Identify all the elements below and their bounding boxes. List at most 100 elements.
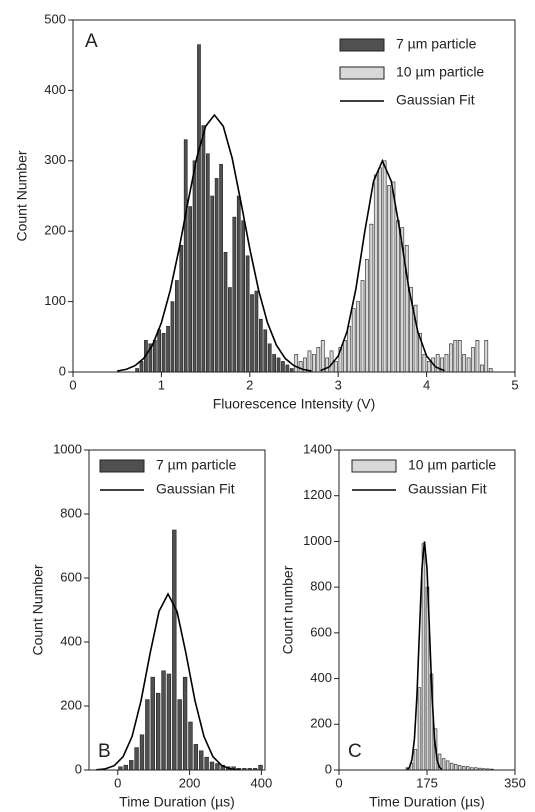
histogram-bar [179, 244, 184, 373]
histogram-bar [236, 195, 241, 373]
histogram-bar [325, 357, 329, 373]
histogram-bar [422, 354, 427, 373]
y-axis-label: Count Number [14, 150, 30, 241]
x-axis-label: Time Duration (µs) [119, 794, 235, 810]
legend-label: 7 µm particle [396, 36, 477, 52]
histogram-bar [329, 350, 334, 373]
histogram-bar [177, 699, 182, 771]
x-tick-label: 0 [69, 377, 76, 392]
histogram-bar [139, 361, 144, 373]
y-tick-label: 600 [60, 569, 82, 584]
fit-line [96, 592, 240, 771]
x-tick-label: 0 [335, 775, 342, 790]
y-tick-label: 300 [44, 152, 66, 167]
x-tick-label: 5 [511, 377, 518, 392]
x-tick-label: 200 [179, 775, 201, 790]
panel: 0 200 400 600 800 1000 1200 1400 0 175 350 Time Dur… [280, 441, 526, 809]
histogram-bar [157, 329, 162, 373]
histogram-bar [170, 301, 175, 373]
histogram-bar [259, 318, 263, 373]
histogram-bar [199, 750, 204, 771]
legend-label: Gaussian Fit [408, 481, 487, 497]
histogram-bar [480, 364, 484, 373]
histogram-bar [245, 255, 250, 373]
histogram-bar [166, 673, 172, 771]
histogram-bar [193, 744, 199, 771]
y-tick-label: 1400 [303, 441, 332, 456]
y-tick-label: 400 [60, 633, 82, 648]
histogram-bar [254, 290, 259, 373]
y-tick-label: 800 [60, 505, 82, 520]
histogram-bar [172, 529, 177, 771]
histogram-bar [360, 280, 365, 373]
histogram-bar [365, 259, 369, 373]
histogram-bar [152, 340, 157, 373]
histogram-bar [197, 44, 201, 373]
histogram-bar [453, 763, 458, 771]
histogram-bar [457, 340, 462, 373]
histogram-bar [471, 347, 475, 373]
plot-frame [72, 19, 516, 373]
histogram-bar [457, 765, 462, 771]
x-tick-label: 3 [335, 377, 342, 392]
histogram-bar [445, 760, 450, 771]
y-tick-label: 400 [44, 82, 66, 97]
histogram-bar [183, 139, 188, 373]
histogram-bar [175, 280, 179, 373]
x-axis-label: Fluorescence Intensity (V) [213, 396, 376, 412]
histogram-bar [334, 361, 338, 373]
histogram-bar [426, 361, 431, 373]
histogram-bar [435, 354, 440, 373]
histogram-bar [192, 160, 197, 373]
legend-swatch [351, 459, 397, 473]
histogram-bar [373, 174, 378, 373]
histogram-bar [223, 252, 228, 373]
histogram-bar [382, 160, 387, 373]
legend-label: 10 µm particle [396, 64, 484, 80]
histogram-bar [356, 301, 360, 373]
histogram-bar [215, 763, 220, 771]
panel-label: B [98, 741, 111, 762]
legend-label: 7 µm particle [156, 457, 237, 473]
histogram-bar [320, 340, 325, 373]
histogram-bar [135, 368, 139, 373]
x-axis-label: Time Duration (µs) [369, 794, 485, 810]
histogram-bar [421, 543, 426, 771]
histogram-bar [466, 766, 470, 771]
y-tick-label: 1000 [303, 533, 332, 548]
panel: 0 100 200 300 400 500 0 1 2 3 4 5 Fluorescence Inten… [14, 11, 519, 411]
histogram-bar [417, 687, 422, 771]
y-tick-label: 0 [325, 761, 332, 776]
fit-line [406, 541, 443, 771]
y-tick-label: 200 [44, 223, 66, 238]
histogram-bar [209, 761, 215, 771]
histogram-bar [342, 340, 347, 373]
histogram-bar [188, 206, 192, 373]
y-tick-label: 200 [310, 716, 332, 731]
histogram-bar [441, 758, 446, 771]
panel: 0 200 400 600 800 1000 0 200 400 Time Duration (µ… [30, 441, 273, 809]
y-tick-label: 800 [310, 579, 332, 594]
histogram-bar [263, 329, 268, 373]
histogram-bar [396, 220, 400, 373]
histogram-bar [201, 125, 206, 373]
legend-label: Gaussian Fit [156, 481, 235, 497]
y-axis-label: Count number [280, 565, 296, 654]
histogram-bar [182, 676, 188, 771]
histogram-bar [369, 223, 374, 373]
plot-frame [88, 449, 266, 771]
histogram-bar [294, 354, 299, 373]
histogram-bar [161, 670, 166, 771]
histogram-bar [391, 181, 396, 373]
legend-swatch [339, 38, 385, 52]
histogram-bar [204, 756, 209, 771]
histogram-bar [285, 364, 290, 373]
y-tick-label: 100 [44, 293, 66, 308]
histogram-bar [351, 308, 356, 373]
y-tick-label: 0 [75, 761, 82, 776]
x-tick-label: 350 [504, 775, 526, 790]
legend-swatch [99, 459, 145, 473]
legend-swatch [339, 66, 385, 80]
legend-label: 10 µm particle [408, 457, 496, 473]
